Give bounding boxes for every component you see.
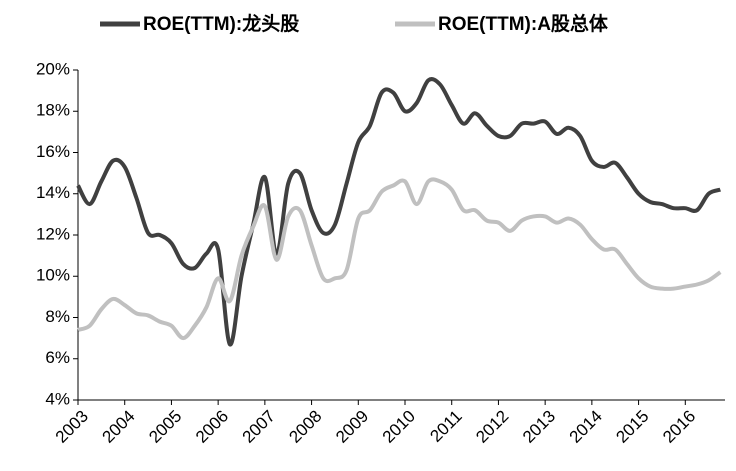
x-tick-label: 2007 (239, 407, 279, 447)
x-tick-label: 2006 (192, 407, 232, 447)
x-tick-label: 2015 (612, 407, 652, 447)
y-tick-label: 16% (36, 142, 70, 161)
y-tick-label: 18% (36, 101, 70, 120)
x-tick-label: 2009 (332, 407, 372, 447)
legend-label: ROE(TTM):A股总体 (438, 12, 609, 35)
y-tick-label: 8% (45, 307, 70, 326)
x-tick-label: 2004 (99, 407, 139, 447)
line-series (77, 177, 722, 341)
y-tick-label: 6% (45, 348, 70, 367)
x-tick-label: 2013 (519, 407, 559, 447)
line-series (76, 77, 721, 347)
y-tick-label: 10% (36, 266, 70, 285)
y-tick-label: 20% (36, 59, 70, 78)
x-tick-label: 2011 (426, 407, 465, 446)
y-tick-label: 4% (45, 389, 70, 408)
x-tick-label: 2003 (52, 407, 92, 447)
x-tick-label: 2008 (285, 407, 325, 447)
x-tick-label: 2012 (472, 407, 512, 447)
x-tick-label: 2005 (145, 407, 185, 447)
legend-label: ROE(TTM):龙头股 (143, 12, 299, 35)
y-tick-label: 12% (36, 224, 70, 243)
y-tick-label: 14% (36, 183, 70, 202)
x-tick-label: 2014 (566, 407, 606, 447)
x-tick-label: 2010 (379, 407, 419, 447)
x-tick-label: 2016 (659, 407, 699, 447)
